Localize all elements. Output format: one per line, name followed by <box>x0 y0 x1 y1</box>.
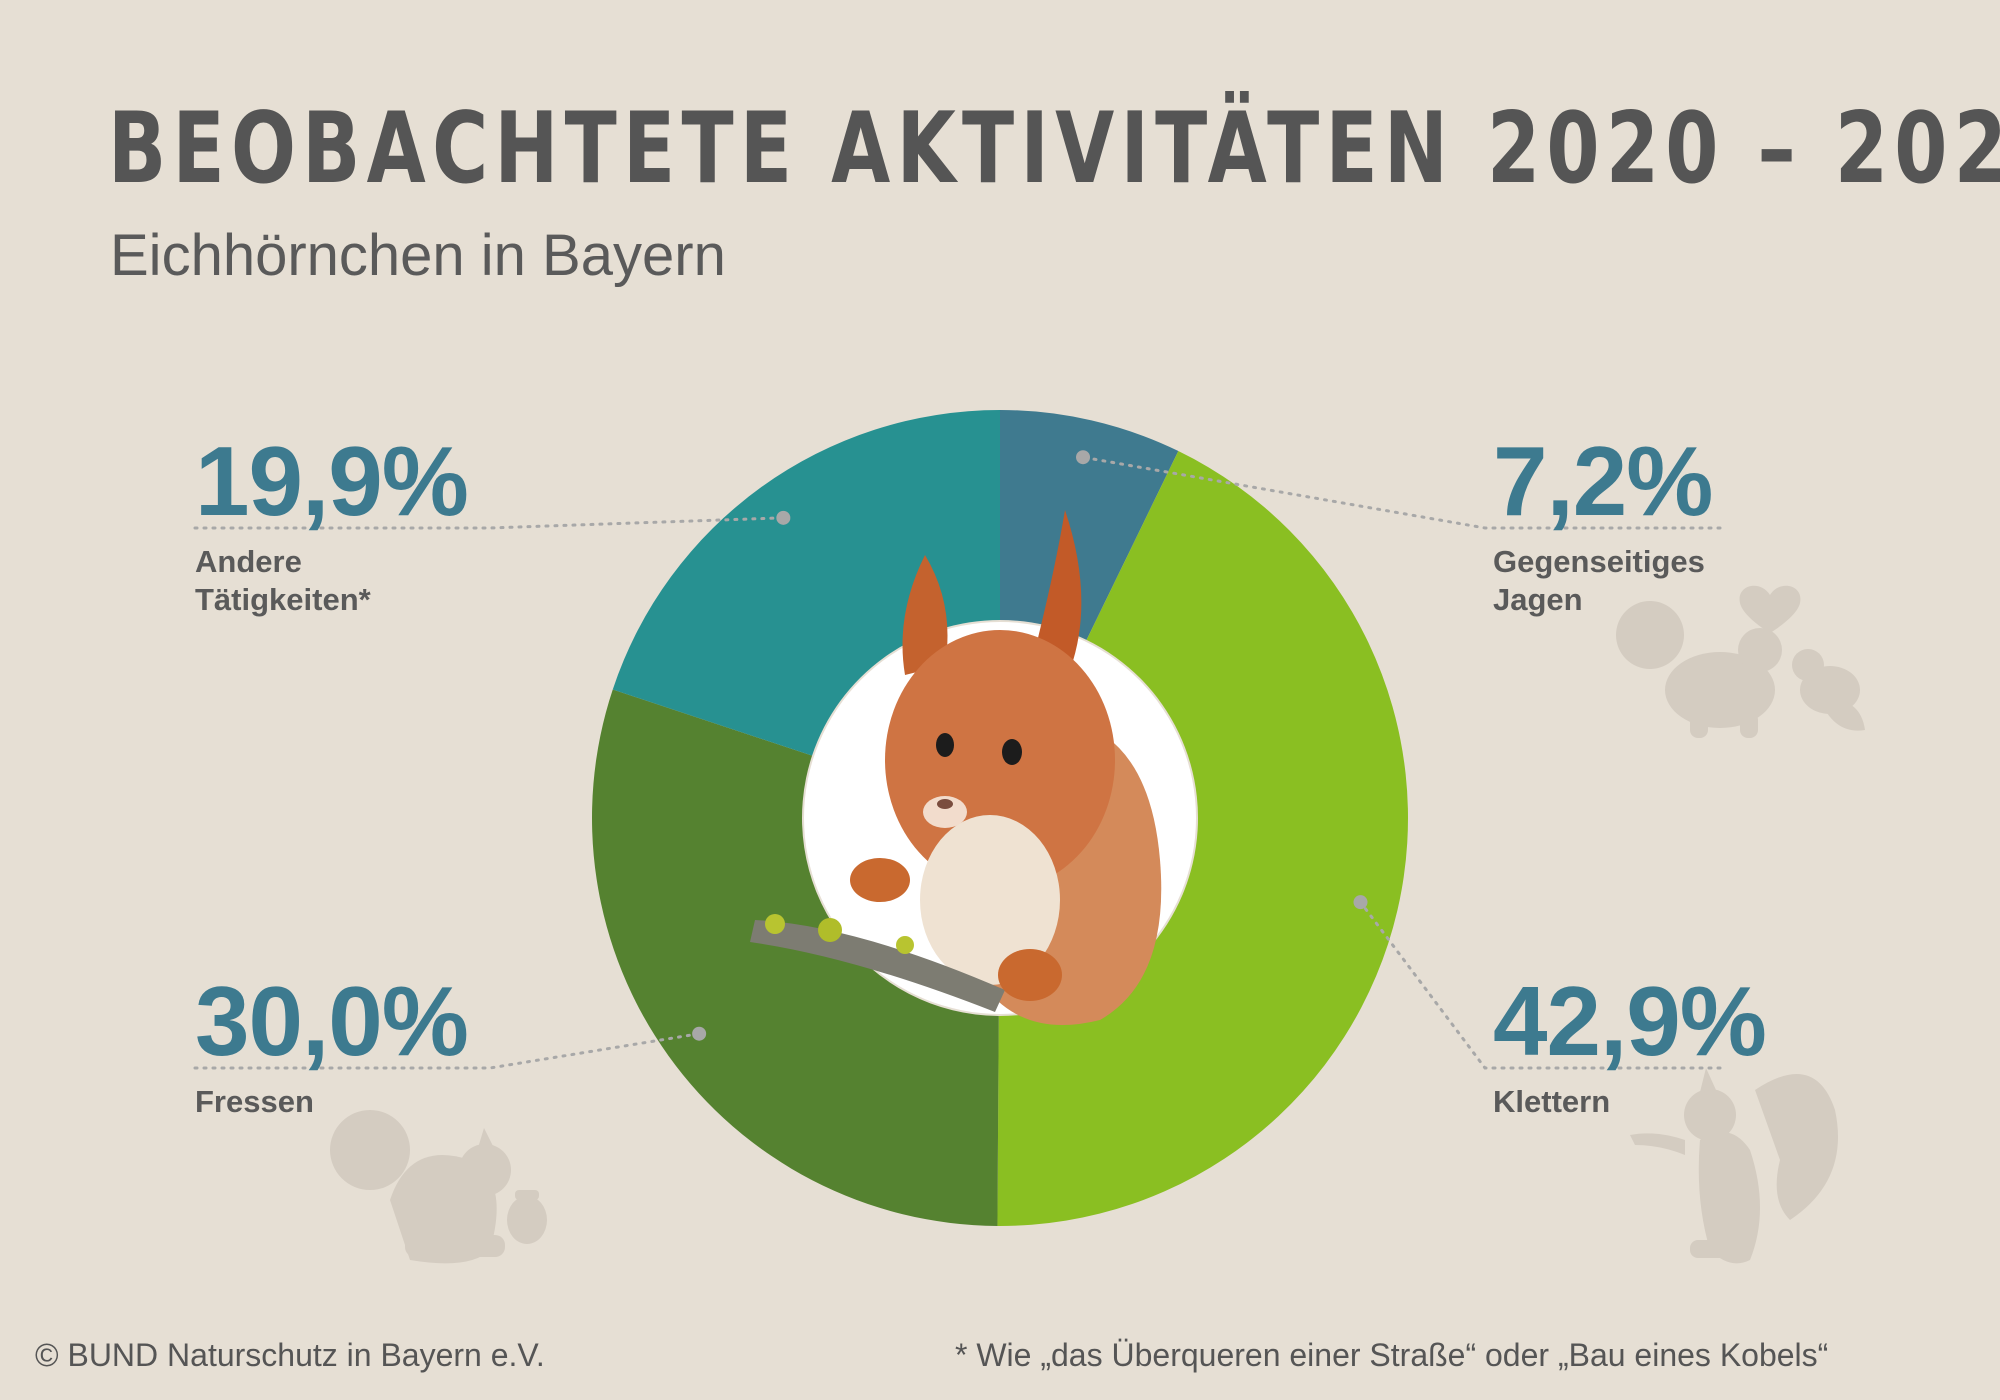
donut-slices <box>592 410 1409 1226</box>
leader-line <box>1081 455 1722 530</box>
leader-line <box>193 516 785 530</box>
label-line: Andere <box>195 544 302 579</box>
label-value-fressen: 30,0% <box>195 966 469 1076</box>
copyright: © BUND Naturschutz in Bayern e.V. <box>35 1337 545 1373</box>
footnote: * Wie „das Überqueren einer Straße“ oder… <box>955 1337 1829 1373</box>
slice-markers <box>692 450 1368 1041</box>
slice-klettern <box>997 451 1409 1226</box>
slice-fressen <box>592 689 999 1226</box>
chart-subtitle: Eichhörnchen in Bayern <box>110 223 726 288</box>
label-name-jagen: Gegenseitiges Jagen <box>1493 543 1705 619</box>
slice-marker-dot <box>1076 450 1091 465</box>
leader-line <box>193 1032 701 1070</box>
leader-lines <box>193 455 1722 1070</box>
label-name-fressen: Fressen <box>195 1084 314 1119</box>
label-name-klettern: Klettern <box>1493 1084 1611 1119</box>
squirrel-photo <box>750 510 1196 1025</box>
label-line: Gegenseitiges <box>1493 544 1705 579</box>
squirrels-playing-icon <box>1616 585 1865 738</box>
label-line: Tätigkeiten* <box>195 582 371 617</box>
label-value-jagen: 7,2% <box>1493 426 1713 536</box>
label-value-klettern: 42,9% <box>1493 966 1767 1076</box>
slice-marker-dot <box>776 510 791 525</box>
slice-marker-dot <box>1353 895 1368 910</box>
squirrel-standing-icon <box>1630 1068 1838 1264</box>
label-line: Jagen <box>1493 582 1583 617</box>
label-name-andere: Andere Tätigkeiten* <box>195 543 371 619</box>
leader-line <box>1359 900 1722 1070</box>
squirrel-eating-icon <box>330 1110 547 1264</box>
chart-title: BEOBACHTETE AKTIVITÄTEN 2020 – 2022 <box>108 92 2000 206</box>
label-value-andere: 19,9% <box>195 426 469 536</box>
slice-gegenseitiges-jagen <box>1000 410 1179 640</box>
slice-andere-tätigkeiten <box>612 410 1000 756</box>
slice-marker-dot <box>692 1026 707 1041</box>
